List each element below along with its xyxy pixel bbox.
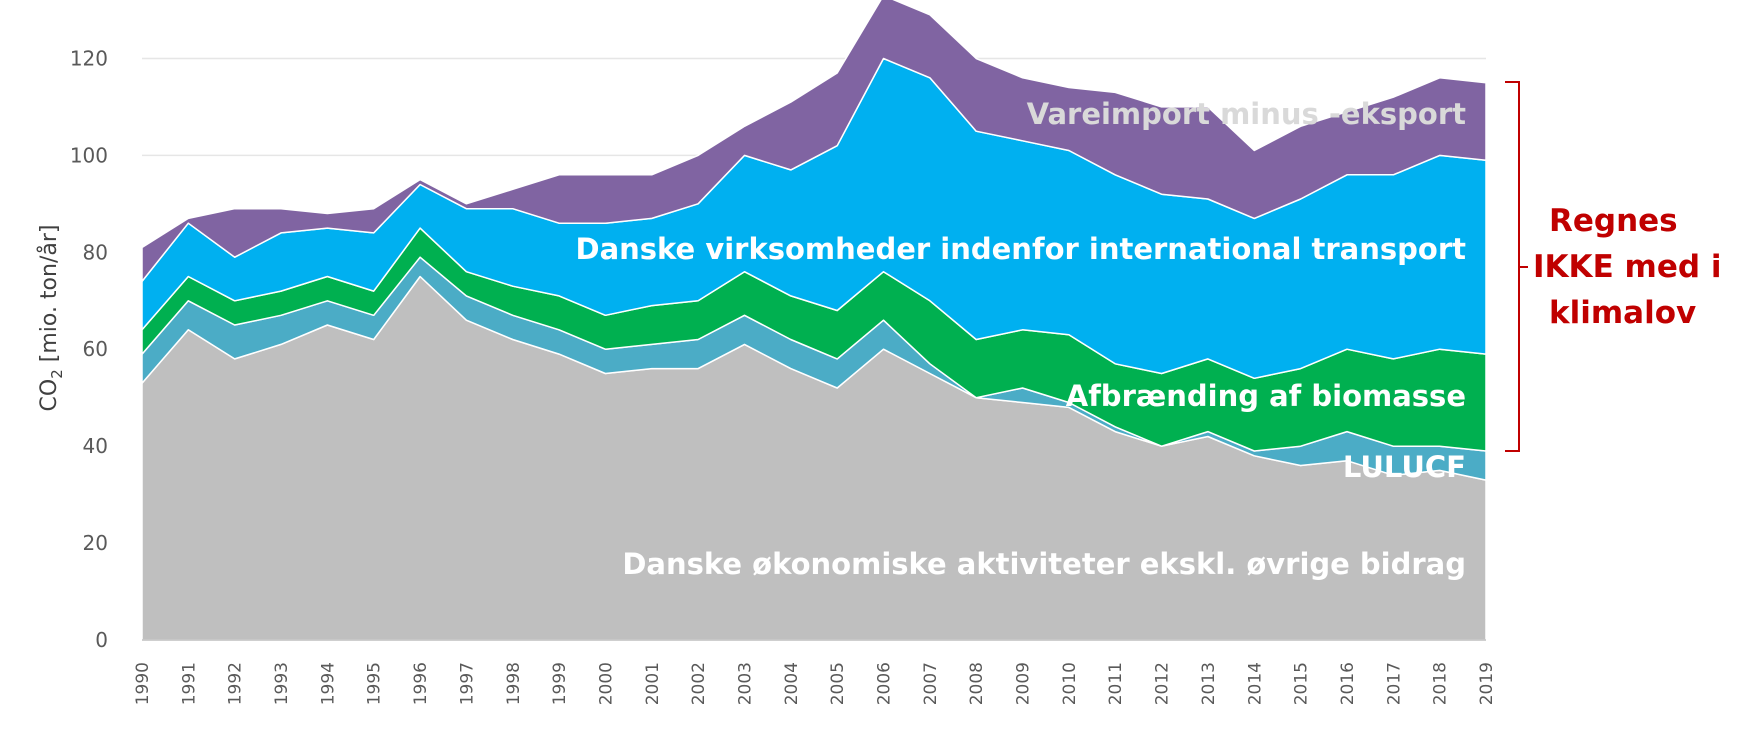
y-tick-label: 120	[70, 46, 108, 70]
x-tick-label: 1997	[457, 662, 477, 705]
series-label-danish-activities: Danske økonomiske aktiviteter ekskl. øvr…	[622, 547, 1466, 581]
x-tick-label: 2007	[921, 662, 941, 705]
x-tick-label: 1995	[365, 662, 385, 705]
annotation-line-2: IKKE med i	[1533, 249, 1721, 285]
area-series-4	[141, 0, 1487, 283]
x-tick-label: 2018	[1431, 662, 1451, 705]
series-label-lulucf: LULUCF	[1343, 450, 1466, 484]
series-label-goods-import: Vareimport minus -eksport	[1027, 97, 1467, 131]
x-tick-label: 2017	[1384, 662, 1404, 705]
x-tick-label: 2014	[1245, 662, 1265, 705]
x-tick-label: 2000	[596, 662, 616, 705]
series-label-biomass: Afbrænding af biomasse	[1066, 379, 1466, 413]
x-tick-label: 1996	[411, 662, 431, 705]
x-tick-label: 2005	[828, 662, 848, 705]
x-tick-label: 1991	[179, 662, 199, 705]
x-tick-label: 1993	[272, 662, 292, 705]
y-tick-label: 40	[83, 434, 108, 458]
y-tick-label: 100	[70, 143, 108, 167]
y-tick-label: 0	[95, 628, 108, 652]
y-tick-label: 60	[83, 337, 108, 361]
y-axis-ticks: 0 20 40 60 80 100 120	[70, 46, 108, 652]
annotation-text: Regnes IKKE med i klimalov	[1533, 203, 1721, 331]
x-tick-label: 2019	[1477, 662, 1497, 705]
y-tick-label: 20	[83, 531, 108, 555]
series-label-international-transport: Danske virksomheder indenfor internation…	[576, 232, 1467, 266]
x-tick-label: 2001	[643, 662, 663, 705]
x-tick-label: 2006	[875, 662, 895, 705]
x-axis-ticks: 1990 1991 1992 1993 1994 1995 1996 1997 1998 1999…	[133, 662, 1497, 705]
x-tick-label: 2009	[1014, 662, 1034, 705]
y-axis-label: CO2 [mio. ton/år]	[36, 225, 66, 412]
stacked-areas	[141, 0, 1487, 641]
x-tick-label: 1990	[133, 662, 153, 705]
x-tick-label: 2003	[735, 662, 755, 705]
x-tick-label: 2010	[1060, 662, 1080, 705]
x-tick-label: 1999	[550, 662, 570, 705]
x-tick-label: 2013	[1199, 662, 1219, 705]
x-tick-label: 2004	[782, 662, 802, 705]
x-tick-label: 2015	[1292, 662, 1312, 705]
x-tick-label: 1998	[504, 662, 524, 705]
x-tick-label: 2011	[1106, 662, 1126, 705]
annotation-bracket	[1505, 81, 1528, 452]
x-tick-label: 2002	[689, 662, 709, 705]
x-tick-label: 1994	[318, 662, 338, 705]
x-tick-label: 2016	[1338, 662, 1358, 705]
x-tick-label: 2008	[967, 662, 987, 705]
annotation-line-1: Regnes	[1549, 203, 1678, 239]
x-tick-label: 1992	[226, 662, 246, 705]
series-labels: Vareimport minus -eksport Danske virksom…	[576, 97, 1467, 581]
y-tick-label: 80	[83, 240, 108, 264]
annotation-line-3: klimalov	[1549, 295, 1696, 331]
x-tick-label: 2012	[1153, 662, 1173, 705]
